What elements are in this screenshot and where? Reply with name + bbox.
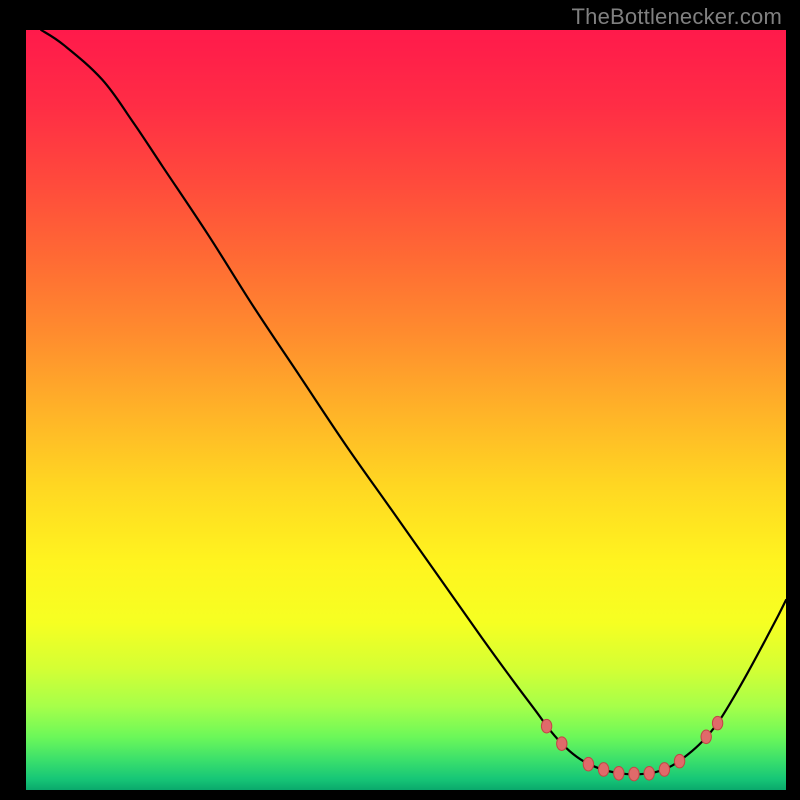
plot-area	[26, 30, 786, 790]
curve-marker	[629, 767, 639, 781]
watermark-text: TheBottlenecker.com	[572, 4, 782, 30]
curve-marker	[644, 766, 654, 780]
curve-marker	[674, 754, 684, 768]
plot-svg	[26, 30, 786, 790]
curve-marker	[583, 757, 593, 771]
curve-marker	[541, 719, 551, 733]
curve-marker	[598, 763, 608, 777]
curve-marker	[659, 763, 669, 777]
curve-marker	[614, 766, 624, 780]
chart-stage: TheBottlenecker.com	[0, 0, 800, 800]
curve-marker	[557, 737, 567, 751]
curve-marker	[712, 716, 722, 730]
curve-marker	[701, 730, 711, 744]
gradient-background	[26, 30, 786, 790]
